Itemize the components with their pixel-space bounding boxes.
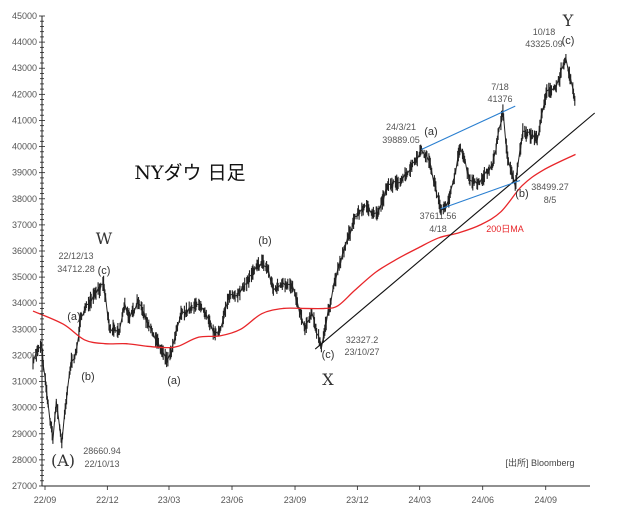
y-tick-label: 36000 — [12, 246, 37, 256]
wave-label-w: W — [96, 229, 113, 248]
x-tick-label: 24/06 — [471, 495, 494, 505]
annotation-date: 4/18 — [429, 224, 447, 234]
annotation-date: 7/18 — [491, 82, 509, 92]
y-tick-label: 42000 — [12, 89, 37, 99]
y-tick-label: 28000 — [12, 455, 37, 465]
wave-label: (b) — [258, 235, 271, 247]
x-tick-label: 24/09 — [534, 495, 557, 505]
y-tick-label: 45000 — [12, 11, 37, 21]
annotation-value: 39889.05 — [382, 135, 420, 145]
y-tick-label: 39000 — [12, 168, 37, 178]
annotation-date: 24/3/21 — [386, 122, 416, 132]
wave-label: (c) — [562, 35, 575, 47]
wave-label: (a) — [67, 311, 80, 323]
wave-label: (b) — [515, 188, 528, 200]
annotation-value: 43325.09 — [525, 39, 563, 49]
upper-channel-line — [421, 105, 516, 150]
wave-label-x: X — [322, 370, 334, 389]
y-tick-label: 31000 — [12, 377, 37, 387]
wave-label: (b) — [81, 371, 94, 383]
annotation-value: 34712.28 — [57, 264, 95, 274]
y-tick-label: 41000 — [12, 115, 37, 125]
annotation-date: 23/10/27 — [344, 347, 379, 357]
price-bars — [32, 54, 576, 449]
wave-label: (c) — [322, 349, 335, 361]
y-tick-label: 27000 — [12, 481, 37, 491]
annotation-date: 22/10/13 — [84, 459, 119, 469]
y-tick-label: 40000 — [12, 142, 37, 152]
y-tick-label: 44000 — [12, 37, 37, 47]
x-tick-label: 23/12 — [346, 495, 369, 505]
moving-average-200-line — [32, 153, 576, 349]
annotation-value: 38499.27 — [531, 182, 569, 192]
annotation-value: 28660.94 — [83, 446, 121, 456]
wave-label: (a) — [167, 375, 180, 387]
x-tick-label: 24/03 — [408, 495, 431, 505]
y-tick-label: 43000 — [12, 63, 37, 73]
source-label: [出所] Bloomberg — [505, 457, 574, 468]
wave-label-a-major: (A) — [51, 451, 75, 470]
y-tick-label: 29000 — [12, 429, 37, 439]
y-tick-label: 38000 — [12, 194, 37, 204]
y-tick-label: 35000 — [12, 272, 37, 282]
support-trendline — [314, 112, 596, 350]
x-tick-label: 22/12 — [96, 495, 119, 505]
wave-label: (a) — [424, 126, 437, 138]
annotation-value: 32327.2 — [346, 335, 379, 345]
x-tick-label: 22/09 — [34, 495, 57, 505]
y-tick-label: 37000 — [12, 220, 37, 230]
wave-label: (c) — [98, 265, 111, 277]
y-tick-label: 33000 — [12, 324, 37, 334]
x-tick-label: 23/06 — [221, 495, 244, 505]
x-tick-label: 23/09 — [284, 495, 307, 505]
y-tick-label: 34000 — [12, 298, 37, 308]
chart-title: NYダウ 日足 — [134, 162, 245, 184]
lower-channel-line — [440, 179, 521, 210]
annotation-date: 10/18 — [533, 27, 556, 37]
wave-label-y: Y — [562, 11, 574, 30]
y-tick-label: 30000 — [12, 403, 37, 413]
annotation-date: 8/5 — [544, 195, 557, 205]
x-tick-label: 23/03 — [158, 495, 181, 505]
y-tick-label: 32000 — [12, 350, 37, 360]
ma-legend-label: 200日MA — [486, 224, 524, 234]
annotation-value: 37611.56 — [420, 211, 457, 221]
annotation-value: 41376 — [487, 94, 512, 104]
annotation-date: 22/12/13 — [58, 251, 93, 261]
